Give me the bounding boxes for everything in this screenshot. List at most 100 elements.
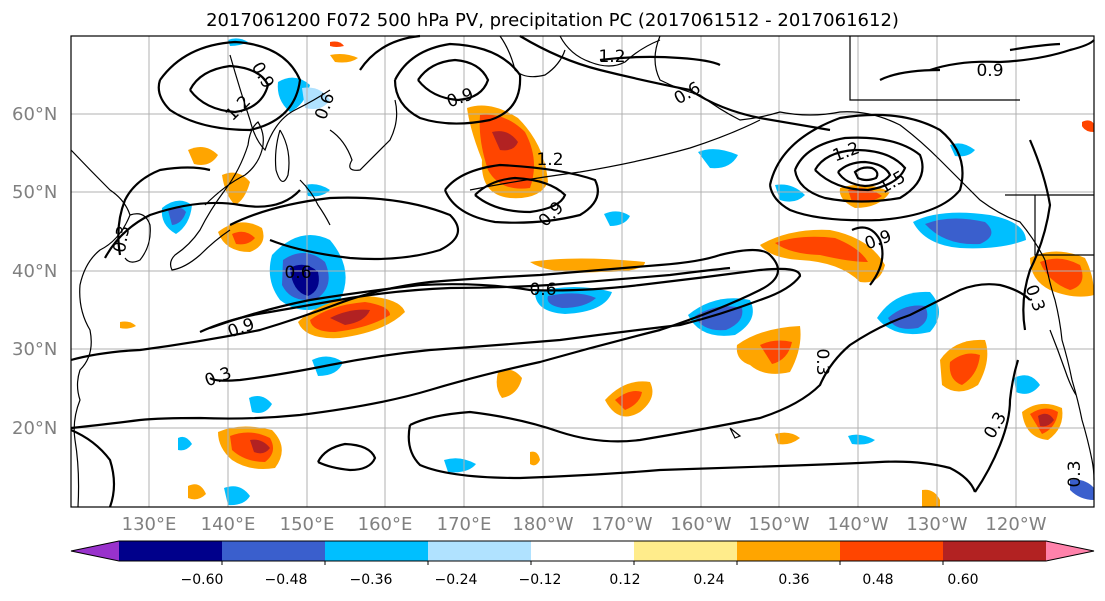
lat-label: 20°N (12, 418, 58, 439)
colorbar-tick-label: 0.36 (778, 572, 810, 588)
aleutian-islands (469, 119, 761, 191)
lon-label: 180°W (512, 514, 574, 535)
colorbar-segment (634, 541, 738, 561)
pos-patch (775, 236, 868, 262)
pv-contour-0.6 (209, 267, 802, 382)
colorbar-outline (70, 540, 1095, 562)
colorbar-segment (840, 541, 944, 561)
colorbar-segment (325, 541, 429, 561)
neg-patch (1070, 479, 1094, 500)
pos-patch (1082, 120, 1094, 132)
colorbar-segment (428, 541, 532, 561)
colorbar-max-extension (1046, 541, 1094, 561)
pv-contour-0.9-ne (929, 39, 1095, 72)
pv-contour-1.2-low (814, 148, 907, 192)
pos-patch (330, 309, 370, 325)
neg-patch (224, 486, 250, 506)
pv-contour-0.3-north (70, 428, 116, 508)
colorbar-tick-label: 0.12 (609, 572, 641, 588)
neg-patch (698, 149, 738, 169)
pv-contour-0.3-nw (104, 189, 301, 259)
neg-patch (775, 184, 805, 202)
pos-patch (120, 321, 136, 329)
graticule (71, 36, 1094, 507)
pv-contour-0.3-south (70, 248, 780, 430)
pv-contour-1.2-mid (474, 176, 567, 214)
contour-label: 0.6 (529, 280, 556, 300)
colorbar-tick-label: 0.24 (693, 572, 725, 588)
pos-patch (250, 439, 270, 454)
colorbar-tick-label: −0.48 (264, 572, 308, 588)
neg-patch (444, 458, 476, 473)
pv-contour-0.6-east (689, 89, 831, 132)
pos-patch (496, 369, 522, 398)
pv-contour-0.3-small (317, 442, 377, 472)
contour-label: 0.6 (284, 263, 311, 283)
pv-contour-0.3-sw (117, 166, 211, 256)
pos-patch (760, 340, 792, 364)
neg-patch (168, 207, 186, 225)
neg-patch (925, 218, 992, 245)
neg-patch (848, 434, 875, 445)
pos-patch (222, 172, 250, 205)
pv-contour-1.2-ne (879, 42, 1061, 81)
canada-border (849, 36, 1020, 101)
asia-coastline (70, 149, 131, 508)
neg-patch (249, 396, 272, 413)
us-state-border (1034, 195, 1094, 256)
pv-contour-0.6-low (768, 113, 964, 222)
lat-label: 50°N (12, 182, 58, 203)
lon-label: 150°E (279, 514, 335, 535)
neg-patch (1014, 375, 1040, 394)
pos-patch (1038, 413, 1054, 427)
pv-contour-1.5-low (837, 160, 892, 188)
map-title: 2017061200 F072 500 hPa PV, precipitatio… (206, 10, 899, 31)
pv-contour-1.2-west (189, 64, 270, 114)
pv-contour-0.9-west (157, 40, 302, 132)
colorbar-segment (737, 541, 841, 561)
pv-contour-0.3-tail (407, 424, 977, 493)
pos-patch (232, 231, 255, 245)
pv-contour-0.6-top (359, 34, 691, 92)
kuril-islands (299, 179, 331, 226)
colorbar-tick-label: −0.24 (434, 572, 478, 588)
lat-label: 30°N (12, 339, 58, 360)
colorbar (70, 540, 1095, 565)
neg-patch (277, 77, 310, 112)
coastlines (70, 35, 1095, 508)
lat-label: 40°N (12, 261, 58, 282)
pos-patch (230, 432, 274, 462)
pv-contour-0.9-top (393, 42, 522, 125)
sakhalin-coastline (274, 129, 290, 182)
colorbar-segment (531, 541, 635, 561)
pv-contour-0.3-alaska (599, 55, 721, 67)
bering-coastline (559, 35, 661, 67)
contour-label: 0.3 (1065, 460, 1085, 487)
lon-label: 160°E (357, 514, 413, 535)
neg-patch (547, 293, 596, 308)
lon-label: 170°E (436, 514, 492, 535)
lon-label: 140°E (200, 514, 256, 535)
pv-contour-0.3-ne (1022, 139, 1052, 331)
lon-label: 140°W (827, 514, 889, 535)
pv-contour-1.8-low (853, 166, 879, 182)
pos-patch (188, 484, 206, 500)
pv-contours (70, 34, 1095, 508)
lon-label: 150°W (748, 514, 810, 535)
lon-label: 130°E (121, 514, 177, 535)
contour-label: 1.2 (536, 150, 563, 170)
pv-contour-0.6-nw (229, 196, 460, 261)
contour-label: 1.2 (598, 47, 625, 67)
lon-label: 170°W (591, 514, 653, 535)
lat-label: 60°N (12, 104, 58, 125)
colorbar-segment (119, 541, 223, 561)
hawaii (729, 427, 742, 439)
sea-of-okhotsk-coastline (229, 54, 331, 152)
contour-label: 0.9 (976, 61, 1003, 81)
colorbar-tick-label: −0.36 (349, 572, 393, 588)
kamchatka-coastline (329, 99, 398, 171)
colorbar-tick-label: 0.60 (947, 572, 979, 588)
neg-patch (290, 264, 319, 296)
pv-contour-0.9-east (851, 226, 884, 286)
